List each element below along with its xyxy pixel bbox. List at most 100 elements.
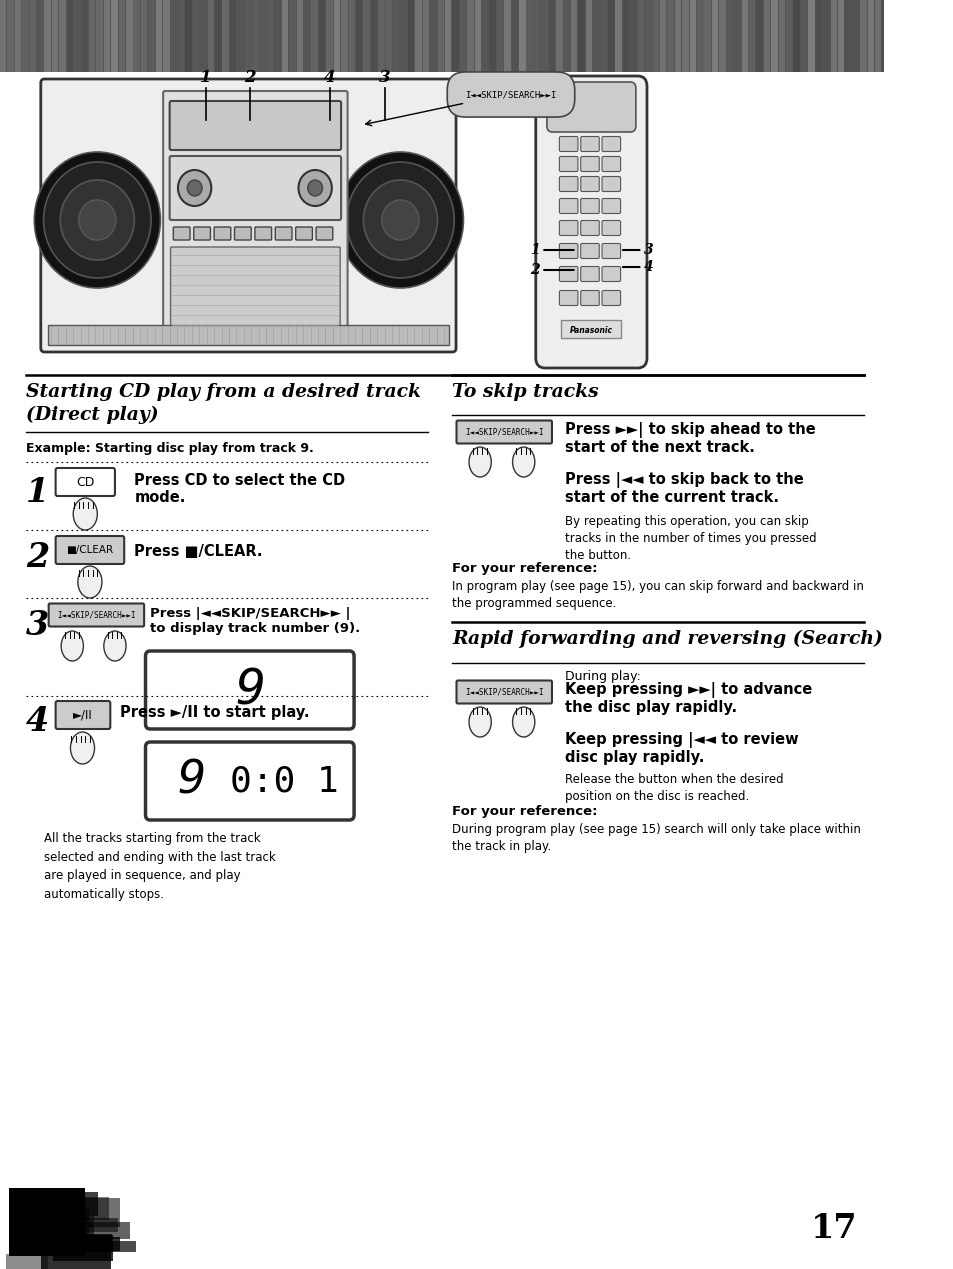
Circle shape <box>79 201 115 240</box>
FancyBboxPatch shape <box>601 266 619 282</box>
Text: Press ►/II to start play.: Press ►/II to start play. <box>120 706 310 720</box>
Bar <box>763 0 769 72</box>
Bar <box>82 0 88 72</box>
Bar <box>171 0 177 72</box>
Bar <box>22 1222 64 1235</box>
Bar <box>807 0 814 72</box>
FancyBboxPatch shape <box>580 176 598 192</box>
Bar <box>11 1200 71 1225</box>
Text: For your reference:: For your reference: <box>452 562 598 575</box>
Ellipse shape <box>78 566 102 598</box>
Bar <box>430 0 436 72</box>
Bar <box>540 0 547 72</box>
Bar <box>126 0 132 72</box>
FancyBboxPatch shape <box>580 156 598 171</box>
Text: Press ►►| to skip ahead to the
start of the next track.: Press ►►| to skip ahead to the start of … <box>565 423 816 456</box>
Ellipse shape <box>104 631 126 661</box>
Bar <box>622 0 629 72</box>
Bar <box>118 0 125 72</box>
Bar <box>245 0 251 72</box>
Bar <box>49 325 448 345</box>
Bar <box>667 0 673 72</box>
Text: Example: Starting disc play from track 9.: Example: Starting disc play from track 9… <box>26 442 314 456</box>
Bar <box>341 0 347 72</box>
Text: I◄◄SKIP/SEARCH►►I: I◄◄SKIP/SEARCH►►I <box>57 610 135 619</box>
Text: All the tracks starting from the track
selected and ending with the last track
a: All the tracks starting from the track s… <box>45 832 276 901</box>
FancyBboxPatch shape <box>55 536 124 563</box>
Bar <box>408 0 414 72</box>
Bar <box>504 0 510 72</box>
Bar <box>67 0 73 72</box>
Circle shape <box>298 170 332 206</box>
Bar <box>51 0 58 72</box>
Bar <box>681 0 688 72</box>
Text: 4: 4 <box>643 260 653 274</box>
Bar <box>8 1222 66 1242</box>
Bar <box>371 0 376 72</box>
FancyBboxPatch shape <box>193 227 211 240</box>
Bar <box>5 1204 49 1230</box>
Bar <box>526 0 533 72</box>
Bar <box>200 0 207 72</box>
Bar <box>467 0 473 72</box>
Bar <box>326 0 333 72</box>
Circle shape <box>363 180 437 260</box>
Bar <box>734 0 740 72</box>
Bar <box>785 0 792 72</box>
FancyBboxPatch shape <box>558 176 578 192</box>
FancyBboxPatch shape <box>580 244 598 259</box>
Bar <box>34 1245 72 1266</box>
Bar <box>630 0 636 72</box>
Bar <box>252 0 258 72</box>
Text: In program play (see page 15), you can skip forward and backward in
the programm: In program play (see page 15), you can s… <box>452 580 863 610</box>
Bar <box>141 0 147 72</box>
Text: 2: 2 <box>26 541 50 574</box>
Bar <box>874 0 881 72</box>
Bar <box>481 0 488 72</box>
Bar <box>703 0 710 72</box>
FancyBboxPatch shape <box>295 227 312 240</box>
Ellipse shape <box>512 447 535 477</box>
Bar <box>689 0 696 72</box>
Ellipse shape <box>73 497 97 530</box>
Ellipse shape <box>61 631 83 661</box>
Bar <box>719 0 725 72</box>
Bar <box>112 0 117 72</box>
Text: 17: 17 <box>810 1212 857 1245</box>
FancyBboxPatch shape <box>601 198 619 213</box>
FancyBboxPatch shape <box>558 266 578 282</box>
Bar <box>318 0 325 72</box>
FancyBboxPatch shape <box>171 247 340 334</box>
Bar <box>837 0 843 72</box>
FancyBboxPatch shape <box>601 176 619 192</box>
Text: Keep pressing ►►| to advance
the disc play rapidly.: Keep pressing ►►| to advance the disc pl… <box>565 681 812 716</box>
Bar <box>37 1223 82 1235</box>
Bar <box>185 0 192 72</box>
Text: Starting CD play from a desired track
(Direct play): Starting CD play from a desired track (D… <box>26 383 420 424</box>
Bar <box>15 0 21 72</box>
FancyBboxPatch shape <box>55 700 111 728</box>
Bar <box>830 0 836 72</box>
Bar <box>29 1226 79 1242</box>
Bar <box>548 0 555 72</box>
FancyBboxPatch shape <box>536 76 646 368</box>
Bar <box>497 0 503 72</box>
Bar <box>459 0 466 72</box>
Bar <box>815 0 821 72</box>
Bar <box>511 0 517 72</box>
Bar <box>556 0 562 72</box>
Bar <box>45 0 51 72</box>
Circle shape <box>60 180 134 260</box>
Bar <box>74 0 81 72</box>
FancyBboxPatch shape <box>558 291 578 306</box>
Circle shape <box>44 162 151 278</box>
Text: 9: 9 <box>235 666 265 714</box>
Bar <box>748 0 755 72</box>
FancyBboxPatch shape <box>580 137 598 151</box>
Bar <box>59 0 66 72</box>
Bar <box>822 0 829 72</box>
Bar <box>489 0 496 72</box>
Bar <box>60 1241 112 1269</box>
FancyBboxPatch shape <box>546 82 636 132</box>
Bar <box>585 0 592 72</box>
